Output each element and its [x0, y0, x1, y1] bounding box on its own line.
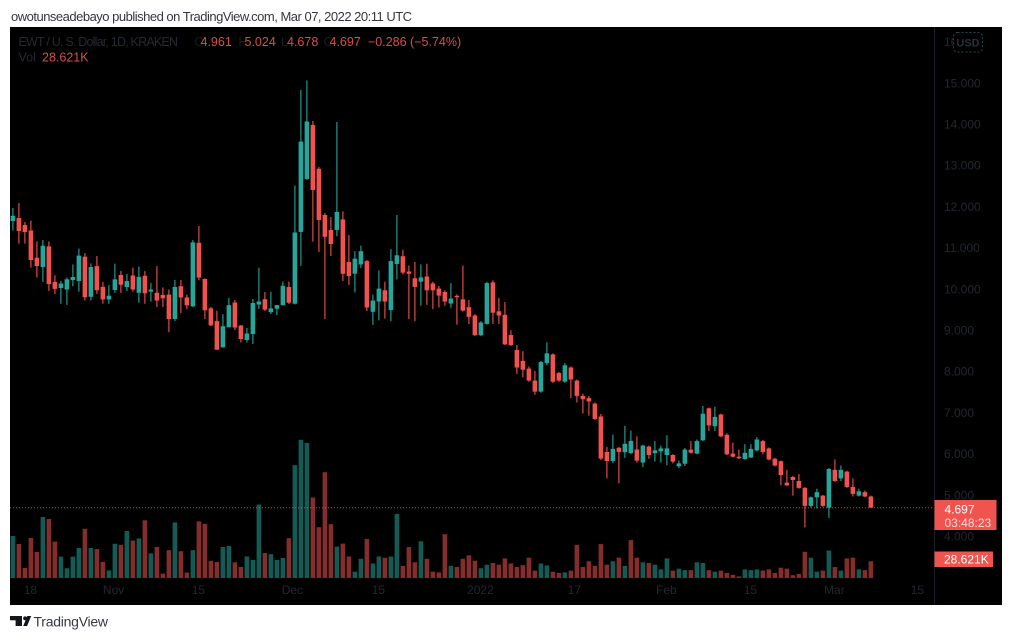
svg-text:Dec: Dec [282, 583, 303, 597]
svg-text:14.000: 14.000 [944, 118, 981, 132]
svg-text:Nov: Nov [103, 583, 124, 597]
svg-text:28.621K: 28.621K [944, 553, 989, 567]
svg-text:7.000: 7.000 [944, 406, 974, 420]
svg-text:13.000: 13.000 [944, 159, 981, 173]
svg-text:15: 15 [192, 583, 206, 597]
svg-text:2022: 2022 [467, 583, 494, 597]
svg-text:Vol: Vol [19, 51, 36, 65]
svg-text:EWT / U. S. Dollar, 1D, KRAKEN: EWT / U. S. Dollar, 1D, KRAKEN [19, 35, 179, 49]
svg-text:15: 15 [372, 583, 386, 597]
svg-text:TradingView: TradingView [34, 615, 109, 630]
svg-text:6.000: 6.000 [944, 447, 974, 461]
svg-text:17: 17 [568, 583, 582, 597]
svg-text:10.000: 10.000 [944, 282, 981, 296]
svg-text:Mar: Mar [824, 583, 845, 597]
svg-text:4.000: 4.000 [944, 530, 974, 544]
svg-text:5.000: 5.000 [944, 488, 974, 502]
svg-text:11.000: 11.000 [944, 241, 980, 255]
svg-text:18: 18 [24, 583, 38, 597]
svg-text:8.000: 8.000 [944, 365, 974, 379]
svg-text:Feb: Feb [656, 583, 677, 597]
svg-text:USD: USD [956, 38, 979, 50]
svg-text:28.621K: 28.621K [42, 51, 89, 65]
svg-text:12.000: 12.000 [944, 200, 981, 214]
svg-text:9.000: 9.000 [944, 324, 974, 338]
svg-text:15: 15 [911, 583, 925, 597]
svg-text:03:48:23: 03:48:23 [945, 516, 992, 530]
svg-text:15.000: 15.000 [944, 76, 981, 90]
svg-text:15: 15 [744, 583, 758, 597]
svg-text:4.697: 4.697 [945, 503, 975, 517]
